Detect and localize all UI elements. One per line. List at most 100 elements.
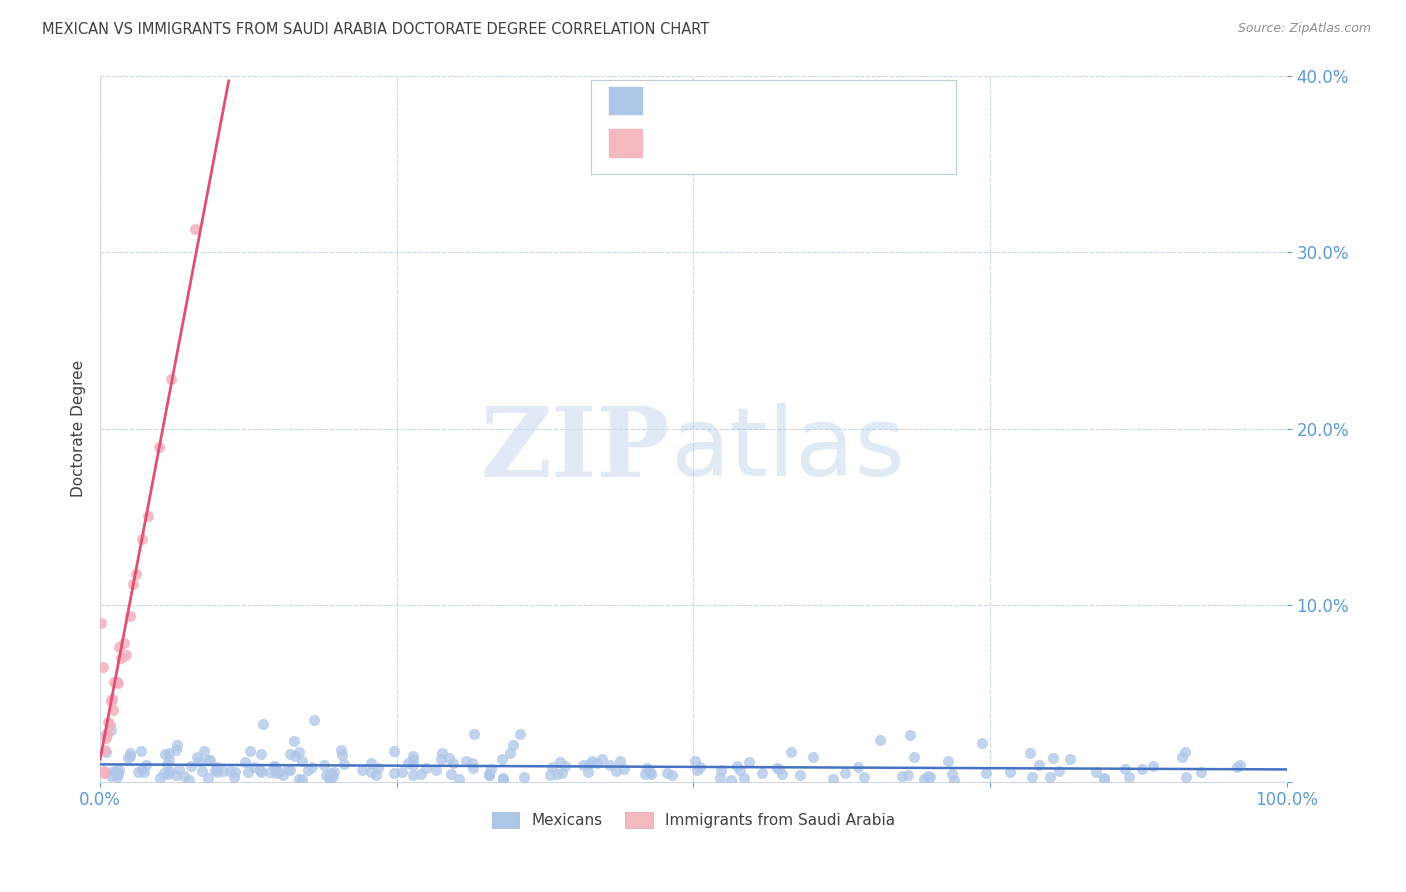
Point: [1229, 758, 1251, 772]
Point: [315, 767, 337, 781]
Point: [903, 750, 925, 764]
Point: [131, 763, 153, 777]
Point: [288, 745, 311, 759]
Point: [94, 742, 117, 756]
Point: [382, 744, 405, 758]
Point: [499, 746, 522, 760]
Point: [411, 767, 433, 781]
Point: [943, 772, 966, 787]
Point: [184, 222, 207, 236]
Point: [447, 772, 470, 787]
Point: [157, 766, 180, 780]
Point: [148, 441, 170, 455]
Point: [125, 567, 148, 582]
Point: [333, 757, 356, 772]
Point: [107, 766, 129, 780]
Point: [288, 772, 311, 786]
Point: [283, 734, 305, 748]
Point: [720, 772, 742, 787]
Point: [104, 675, 127, 690]
Point: [1189, 764, 1212, 779]
Point: [107, 676, 129, 690]
Point: [278, 763, 301, 777]
Point: [685, 754, 707, 768]
Point: [710, 764, 733, 778]
Point: [312, 758, 335, 772]
Point: [661, 768, 683, 782]
Point: [118, 749, 141, 764]
Point: [461, 761, 484, 775]
Point: [548, 755, 571, 769]
Point: [110, 650, 132, 665]
Point: [612, 763, 634, 777]
Point: [891, 769, 914, 783]
Point: [834, 765, 856, 780]
Point: [323, 765, 346, 780]
Point: [157, 764, 180, 778]
Point: [463, 727, 485, 741]
Point: [402, 753, 425, 767]
Point: [107, 770, 129, 784]
Point: [1092, 772, 1115, 786]
Point: [205, 760, 228, 774]
Point: [177, 773, 200, 788]
Point: [492, 771, 515, 785]
Point: [264, 759, 287, 773]
Point: [725, 759, 748, 773]
Point: [188, 754, 211, 768]
Point: [204, 763, 226, 777]
Point: [259, 764, 281, 779]
Text: N =: N =: [758, 94, 792, 108]
Point: [94, 727, 117, 741]
Point: [297, 763, 319, 777]
Point: [513, 770, 536, 784]
Point: [437, 751, 460, 765]
Point: [846, 760, 869, 774]
Point: [478, 768, 501, 782]
Point: [391, 765, 413, 780]
Point: [239, 744, 262, 758]
Point: [107, 763, 129, 777]
Point: [1047, 764, 1070, 779]
Point: [96, 727, 118, 741]
Point: [157, 746, 180, 760]
Point: [1028, 758, 1050, 772]
Point: [402, 757, 425, 772]
Point: [730, 764, 752, 778]
Point: [100, 694, 122, 708]
Point: [149, 771, 172, 785]
Point: [551, 765, 574, 780]
Point: [1042, 751, 1064, 765]
Point: [491, 751, 513, 765]
Point: [200, 753, 222, 767]
Point: [1142, 759, 1164, 773]
Point: [322, 769, 344, 783]
Point: [105, 675, 128, 690]
Point: [277, 762, 299, 776]
Point: [599, 757, 621, 772]
Point: [263, 759, 285, 773]
Text: R =: R =: [652, 94, 686, 108]
Point: [541, 760, 564, 774]
Point: [360, 764, 382, 779]
Point: [211, 764, 233, 779]
Point: [104, 764, 127, 779]
Point: [197, 753, 219, 767]
Point: [250, 747, 273, 761]
Point: [129, 744, 152, 758]
Text: 195: 195: [793, 94, 825, 108]
Point: [402, 768, 425, 782]
Point: [998, 764, 1021, 779]
Point: [197, 771, 219, 785]
Point: [554, 759, 576, 773]
Point: [319, 773, 342, 788]
Point: [271, 768, 294, 782]
Point: [640, 767, 662, 781]
Point: [191, 764, 214, 778]
Point: [936, 754, 959, 768]
Point: [160, 372, 183, 386]
Point: [165, 743, 187, 757]
Point: [789, 768, 811, 782]
Point: [136, 508, 159, 523]
Point: [103, 674, 125, 689]
